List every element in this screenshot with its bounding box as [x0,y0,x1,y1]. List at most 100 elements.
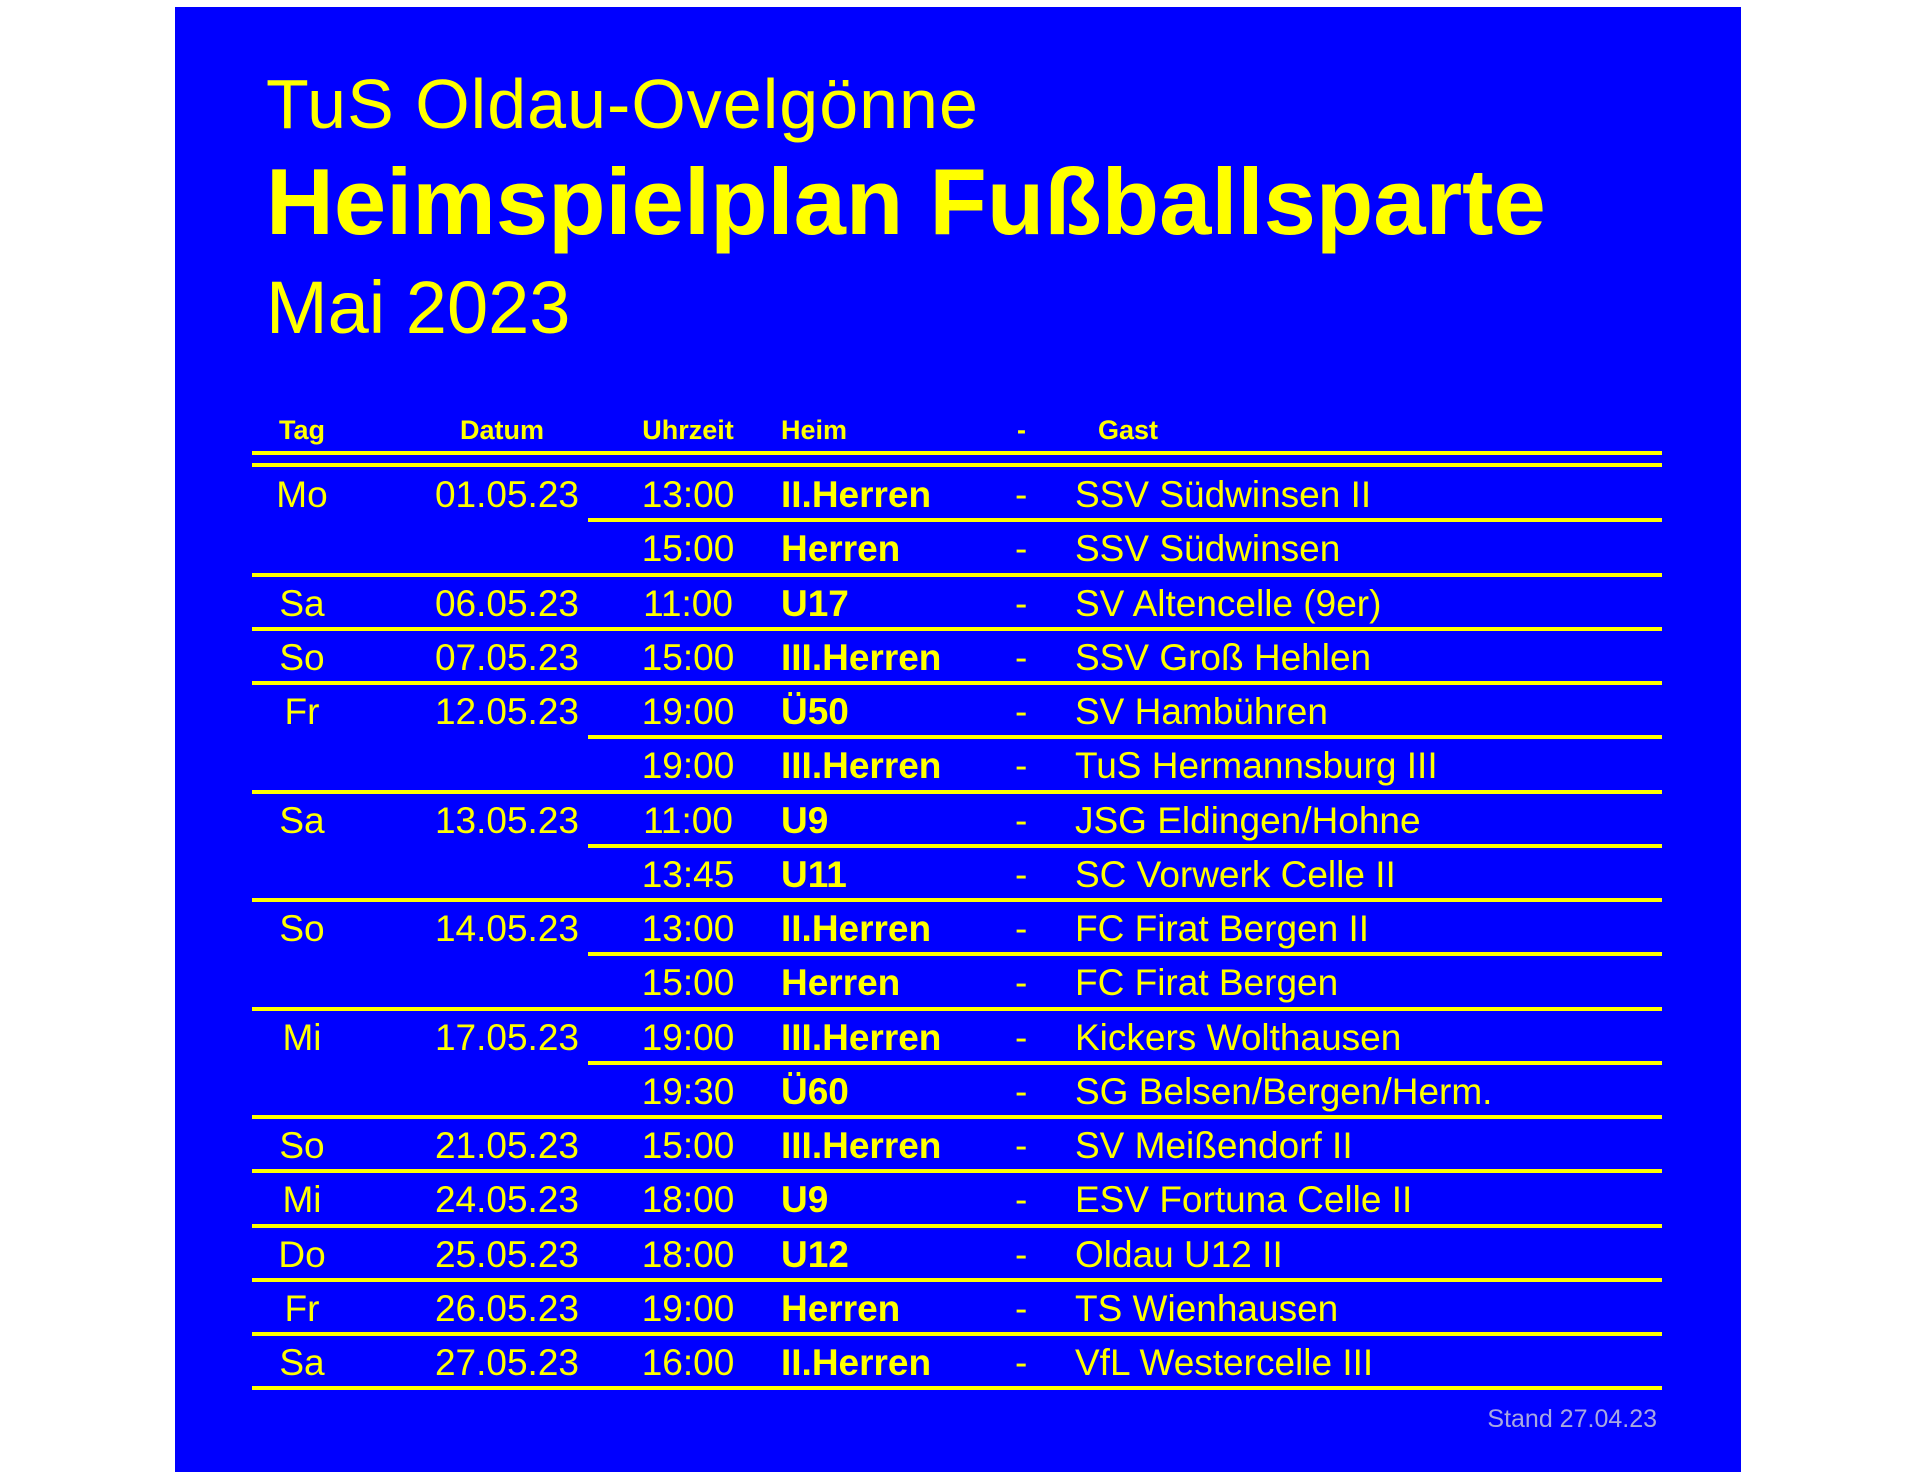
home-team-cell: II.Herren [781,474,932,515]
row-divider [252,1169,1662,1174]
home-team-cell: Ü60 [781,1070,849,1112]
guest-team-cell: ESV Fortuna Celle II [1075,1179,1413,1221]
guest-team-cell: SSV Südwinsen II [1075,474,1372,515]
guest-team-cell: FC Firat Bergen II [1075,908,1370,949]
day-cell: Sa [279,1342,325,1383]
guest-team-cell: SC Vorwerk Celle II [1075,853,1396,895]
separator-cell: - [1015,528,1028,570]
schedule-poster: TuS Oldau-Ovelgönne Heimspielplan Fußbal… [175,7,1741,1472]
date-cell: 07.05.23 [434,636,579,678]
day-cell: Mi [282,1179,322,1221]
day-cell: Sa [279,799,325,841]
separator-cell: - [1015,745,1028,787]
day-cell: So [279,636,325,678]
separator-cell: - [1015,1179,1028,1221]
home-team-cell: III.Herren [781,636,942,678]
home-team-cell: U17 [781,582,849,624]
row-divider-partial [588,952,1662,957]
row-divider [252,789,1662,794]
date-cell: 12.05.23 [434,691,579,732]
home-team-cell: Herren [781,962,901,1004]
day-cell: Do [278,1233,326,1275]
time-cell: 15:00 [641,636,735,678]
guest-team-cell: Oldau U12 II [1075,1233,1283,1275]
date-cell: 24.05.23 [434,1179,579,1221]
time-cell: 13:00 [641,908,735,949]
home-team-cell: III.Herren [781,1125,942,1166]
time-cell: 11:00 [643,799,733,841]
time-cell: 19:00 [641,1287,735,1329]
separator-cell: - [1015,1016,1028,1058]
guest-team-cell: FC Firat Bergen [1075,962,1339,1004]
header-rule-bottom [252,463,1662,467]
date-cell: 13.05.23 [434,799,579,841]
guest-team-cell: VfL Westercelle III [1075,1342,1374,1383]
column-header-gast: Gast [1098,415,1159,445]
guest-team-cell: TuS Hermannsburg III [1075,745,1438,787]
row-divider [252,898,1662,902]
row-divider [252,572,1662,577]
time-cell: 13:00 [641,474,735,515]
time-cell: 19:30 [641,1070,735,1112]
time-cell: 19:00 [641,745,735,787]
date-cell: 27.05.23 [434,1342,579,1383]
row-divider [252,1277,1662,1282]
separator-cell: - [1015,962,1028,1004]
guest-team-cell: JSG Eldingen/Hohne [1075,799,1421,841]
header-rule-top [252,451,1662,455]
column-header-tag: Tag [279,415,325,445]
day-cell: So [279,908,325,949]
day-cell: Fr [284,1287,320,1329]
home-team-cell: II.Herren [781,908,932,949]
date-cell: 25.05.23 [434,1233,579,1275]
home-team-cell: U9 [781,799,829,841]
guest-team-cell: SSV Groß Hehlen [1075,636,1372,678]
row-divider [252,1386,1662,1391]
time-cell: 11:00 [643,582,733,624]
guest-team-cell: SSV Südwinsen [1075,528,1341,570]
row-divider [252,1115,1662,1119]
month-label: Mai 2023 [266,266,571,349]
date-cell: 17.05.23 [434,1016,579,1058]
separator-cell: - [1015,1342,1028,1383]
time-cell: 16:00 [641,1342,735,1383]
column-header-separator: - [1017,415,1026,445]
guest-team-cell: SG Belsen/Bergen/Herm. [1075,1070,1493,1112]
separator-cell: - [1015,1233,1028,1275]
club-name: TuS Oldau-Ovelgönne [266,65,979,143]
row-divider [252,1223,1662,1228]
day-cell: So [279,1125,325,1166]
separator-cell: - [1015,853,1028,895]
row-divider [252,1006,1662,1011]
date-cell: 21.05.23 [434,1125,579,1166]
row-divider-partial [588,843,1662,848]
separator-cell: - [1015,1070,1028,1112]
separator-cell: - [1015,799,1028,841]
column-header-uhrzeit-text: Uhrzeit [642,415,734,445]
home-team-cell: U12 [781,1233,849,1275]
column-header-datum-text: Datum [460,415,545,445]
row-divider [252,1332,1662,1336]
row-divider-partial [588,1060,1662,1065]
date-cell: 06.05.23 [434,582,579,624]
page-title: Heimspielplan Fußballsparte [266,149,1546,254]
time-cell: 15:00 [641,1125,735,1166]
home-team-cell: III.Herren [781,745,942,787]
time-cell: 19:00 [641,691,735,732]
separator-cell: - [1015,1125,1028,1166]
time-cell: 13:45 [641,853,735,895]
guest-team-cell: SV Hambühren [1075,691,1328,732]
day-cell: Fr [284,691,320,732]
guest-team-cell: Kickers Wolthausen [1075,1016,1402,1058]
day-cell: Mo [276,474,328,515]
guest-team-cell: SV Meißendorf II [1075,1125,1353,1166]
separator-cell: - [1015,636,1028,678]
time-cell: 19:00 [641,1016,735,1058]
guest-team-cell: TS Wienhausen [1075,1287,1339,1329]
day-cell: Mi [282,1016,322,1058]
time-cell: 18:00 [641,1179,735,1221]
time-cell: 15:00 [641,528,735,570]
home-team-cell: U9 [781,1179,829,1221]
separator-cell: - [1015,474,1028,515]
date-cell: 14.05.23 [434,908,579,949]
